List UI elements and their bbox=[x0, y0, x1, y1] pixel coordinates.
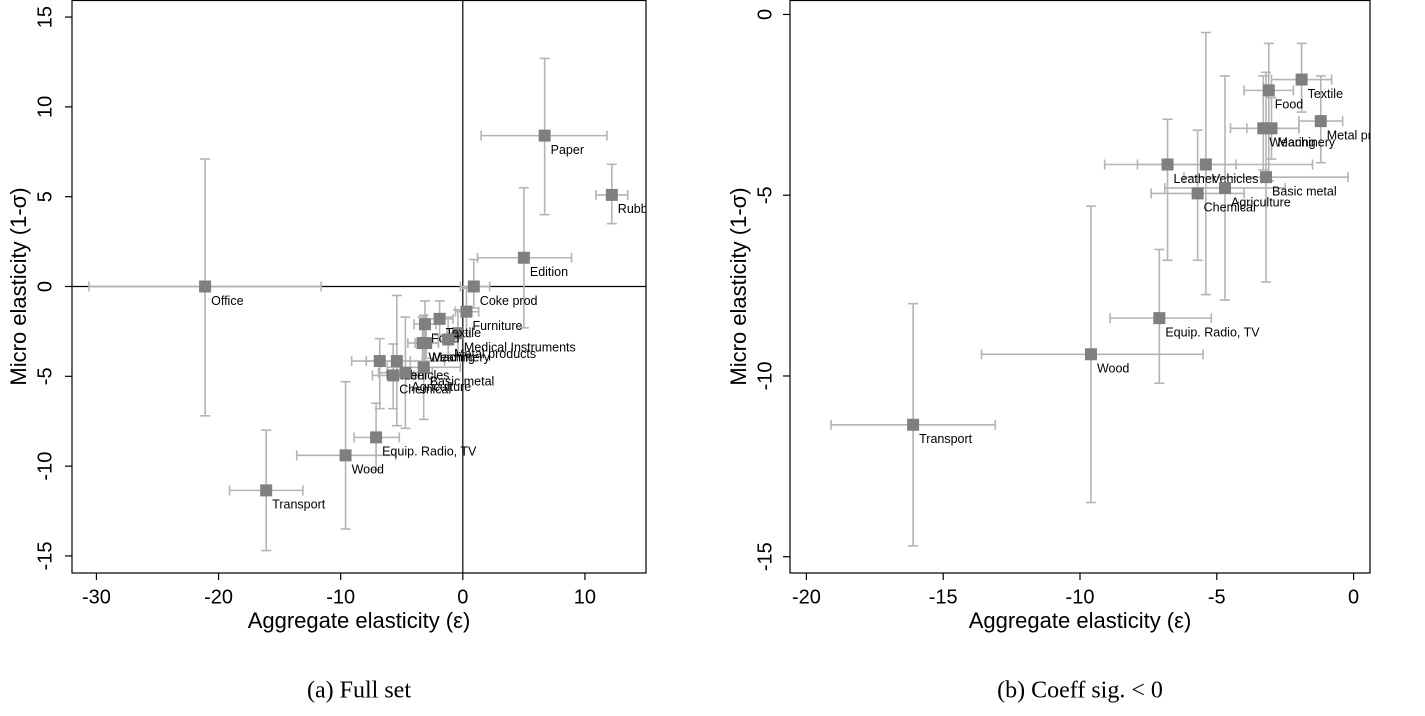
marker bbox=[1314, 115, 1327, 128]
x-axis-label: Aggregate elasticity (ε) bbox=[969, 608, 1192, 633]
point-label: Paper bbox=[551, 143, 584, 157]
marker bbox=[433, 312, 446, 325]
marker bbox=[1161, 158, 1174, 171]
y-tick-label: -5 bbox=[754, 186, 776, 204]
marker bbox=[390, 355, 403, 368]
y-axis-label: Micro elasticity (1-σ) bbox=[726, 187, 751, 385]
marker bbox=[538, 129, 551, 142]
marker bbox=[1262, 84, 1275, 97]
point-label: Food bbox=[1275, 98, 1304, 112]
point-label: Basic metal bbox=[1272, 184, 1337, 198]
point-label: Wood bbox=[1097, 362, 1129, 376]
x-tick-label: -10 bbox=[326, 586, 355, 608]
marker bbox=[199, 280, 212, 293]
point-label: Office bbox=[211, 294, 243, 308]
marker bbox=[1199, 158, 1212, 171]
x-tick-label: 10 bbox=[574, 586, 596, 608]
point-label: Metal products bbox=[454, 347, 536, 361]
point-label: Machinery bbox=[432, 350, 490, 364]
marker bbox=[467, 280, 480, 293]
point-label: Chemical bbox=[399, 383, 451, 397]
point-label: Textile bbox=[1308, 87, 1343, 101]
y-tick-label: -5 bbox=[34, 367, 56, 385]
y-tick-label: 10 bbox=[34, 96, 56, 118]
point-label: Agriculture bbox=[411, 380, 471, 394]
x-tick-label: 0 bbox=[1348, 586, 1359, 608]
x-tick-label: -15 bbox=[929, 586, 958, 608]
marker bbox=[1257, 122, 1270, 135]
marker bbox=[418, 318, 431, 331]
point-label: Metal products bbox=[1327, 128, 1409, 142]
panel: -20 -15 -10 -5 0 -15 -10 -5 0 Aggregate elasticit… bbox=[726, 0, 1409, 704]
marker bbox=[460, 305, 473, 318]
caption: (a) Full set bbox=[307, 678, 411, 704]
marker bbox=[1219, 181, 1231, 194]
plot-frame bbox=[789, 0, 1371, 574]
x-tick-label: -5 bbox=[1208, 586, 1226, 608]
y-tick-label: -15 bbox=[754, 542, 776, 571]
point-label: Rubber bbox=[618, 202, 659, 216]
y-tick-label: -10 bbox=[34, 452, 56, 481]
marker bbox=[1260, 171, 1273, 184]
marker bbox=[373, 355, 386, 368]
point-label: Basic metal bbox=[430, 375, 495, 389]
marker bbox=[1153, 312, 1166, 325]
marker bbox=[1295, 73, 1308, 86]
points: Office Paper Rubber Edition Coke prod Furnitu… bbox=[88, 57, 659, 552]
point-label: Machinery bbox=[1278, 136, 1336, 150]
marker bbox=[442, 333, 455, 346]
point-label: Equip. Radio, TV bbox=[1165, 325, 1260, 339]
point-label: Transport bbox=[919, 432, 973, 446]
point-label: Vehicles bbox=[403, 368, 450, 382]
point-label: Agriculture bbox=[1231, 195, 1291, 209]
points: Textile Food Metal productsMachineryWearin… bbox=[830, 31, 1409, 547]
y-tick-label: -15 bbox=[34, 541, 56, 570]
point-label: Wearing bbox=[1269, 136, 1315, 150]
marker bbox=[399, 366, 412, 379]
marker bbox=[339, 449, 352, 462]
panel: -30 -20 -10 0 10 -15 -10 -5 0 5 10 15 Aggregate elas… bbox=[6, 0, 659, 704]
x-axis-label: Aggregate elasticity (ε) bbox=[248, 608, 471, 633]
marker bbox=[1084, 348, 1097, 361]
marker bbox=[1191, 187, 1204, 200]
y-axis-label: Micro elasticity (1-σ) bbox=[6, 187, 31, 385]
point-label: Chemical bbox=[1204, 201, 1256, 215]
x-tick-label: -30 bbox=[82, 586, 111, 608]
y-tick-label: -10 bbox=[754, 362, 776, 391]
marker bbox=[417, 361, 430, 374]
point-label: Wearing bbox=[429, 350, 475, 364]
marker bbox=[260, 484, 273, 497]
caption: (b) Coeff sig. < 0 bbox=[997, 678, 1163, 704]
point-label: Edition bbox=[530, 265, 568, 279]
point-label: Leather bbox=[1174, 172, 1216, 186]
x-tick-label: -10 bbox=[1066, 586, 1095, 608]
point-label: Textile bbox=[446, 326, 481, 340]
point-label: Vehicles bbox=[1212, 172, 1259, 186]
marker bbox=[387, 369, 400, 382]
y-tick-label: 0 bbox=[754, 9, 776, 20]
marker bbox=[907, 418, 920, 431]
marker bbox=[416, 337, 429, 350]
marker bbox=[605, 188, 618, 201]
x-tick-label: -20 bbox=[204, 586, 233, 608]
point-label: Medical Instruments bbox=[464, 340, 576, 354]
marker bbox=[370, 431, 383, 444]
y-tick-label: 15 bbox=[34, 6, 56, 28]
point-label: Transport bbox=[272, 498, 326, 512]
point-label: Equip. Radio, TV bbox=[382, 445, 477, 459]
x-tick-label: -20 bbox=[792, 586, 821, 608]
point-label: Wood bbox=[352, 463, 384, 477]
marker bbox=[451, 327, 464, 340]
point-label: Furniture bbox=[472, 319, 522, 333]
marker bbox=[517, 251, 530, 264]
x-tick-label: 0 bbox=[457, 586, 468, 608]
y-tick-label: 5 bbox=[34, 191, 56, 202]
y-tick-label: 0 bbox=[34, 281, 56, 292]
point-label: Coke prod bbox=[480, 294, 538, 308]
